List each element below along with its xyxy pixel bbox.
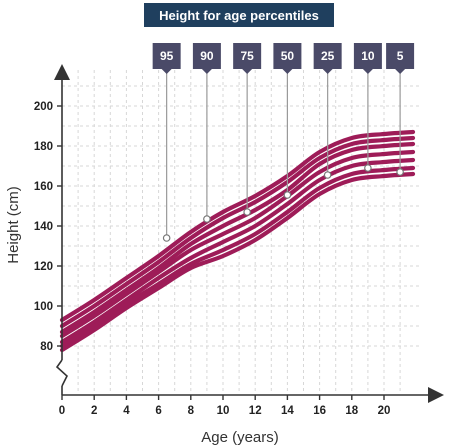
x-tick-label: 14 <box>281 405 294 417</box>
percentile-labels: 95 90 75 50 25 10 5 <box>152 43 415 242</box>
percentile-line-25 <box>59 157 416 345</box>
percentile-line-50 <box>59 149 416 339</box>
x-tick-label: 4 <box>123 405 130 417</box>
percentile-box-pointer-50 <box>282 69 293 74</box>
percentile-box-pointer-95 <box>161 69 172 74</box>
percentile-box-5 <box>386 43 415 69</box>
y-tick-label: 180 <box>34 141 53 153</box>
marker-90 <box>203 215 211 223</box>
percentile-label-5: 5 <box>397 49 404 63</box>
y-axis-title: Height (cm) <box>5 186 22 264</box>
marker-95 <box>162 234 171 242</box>
y-tick-label: 120 <box>34 261 53 273</box>
x-tick-label: 6 <box>155 405 161 417</box>
percentile-label-50: 50 <box>281 49 295 63</box>
percentile-box-pointer-90 <box>201 69 212 74</box>
percentile-label-10: 10 <box>361 49 375 63</box>
percentile-box-pointer-75 <box>242 69 253 74</box>
y-tick-label: 140 <box>34 221 53 233</box>
percentile-box-10 <box>353 43 382 69</box>
grid <box>62 70 420 392</box>
percentile-box-pointer-10 <box>362 69 373 74</box>
percentile-line-10 <box>59 165 416 349</box>
x-tick-label: 18 <box>345 405 358 417</box>
x-axis-title: Age (years) <box>201 429 279 446</box>
x-tick-label: 12 <box>249 405 262 417</box>
axis-break <box>55 359 68 387</box>
percentile-label-90: 90 <box>200 49 214 63</box>
y-tick-label: 80 <box>40 341 53 353</box>
marker-10 <box>364 164 372 172</box>
series-lines <box>59 129 416 353</box>
marker-25 <box>323 171 332 179</box>
marker-50 <box>283 191 292 199</box>
marker-75 <box>243 208 251 216</box>
percentile-box-25 <box>313 43 342 69</box>
y-tick-label: 100 <box>34 301 53 313</box>
percentile-box-50 <box>273 43 302 69</box>
axis-break-mask <box>52 360 72 386</box>
x-tick-label: 20 <box>378 405 391 417</box>
percentile-line-90 <box>59 135 416 329</box>
marker-5 <box>396 168 404 176</box>
percentile-box-pointer-5 <box>395 69 406 74</box>
x-tick-label: 0 <box>59 405 65 417</box>
percentile-line-75 <box>59 141 416 335</box>
x-tick-label: 16 <box>313 405 326 417</box>
axes: 80 100 120 140 160 180 200 0 2 4 6 8 10 12 14 16 18 20 <box>34 64 444 417</box>
chart-title: Height for age percentiles <box>144 3 334 27</box>
percentile-line-5 <box>59 171 416 353</box>
percentile-label-75: 75 <box>240 49 254 63</box>
y-tick-label: 200 <box>34 101 53 113</box>
percentile-label-25: 25 <box>321 49 335 63</box>
x-tick-label: 8 <box>188 405 195 417</box>
percentile-box-pointer-25 <box>322 69 333 74</box>
percentile-line-95 <box>59 129 416 323</box>
x-tick-label: 2 <box>91 405 97 417</box>
x-tick-label: 10 <box>217 405 230 417</box>
percentile-box-90 <box>192 43 221 69</box>
percentile-label-95: 95 <box>160 49 174 63</box>
y-tick-label: 160 <box>34 181 53 193</box>
percentile-box-75 <box>233 43 262 69</box>
percentile-box-95 <box>152 43 181 69</box>
